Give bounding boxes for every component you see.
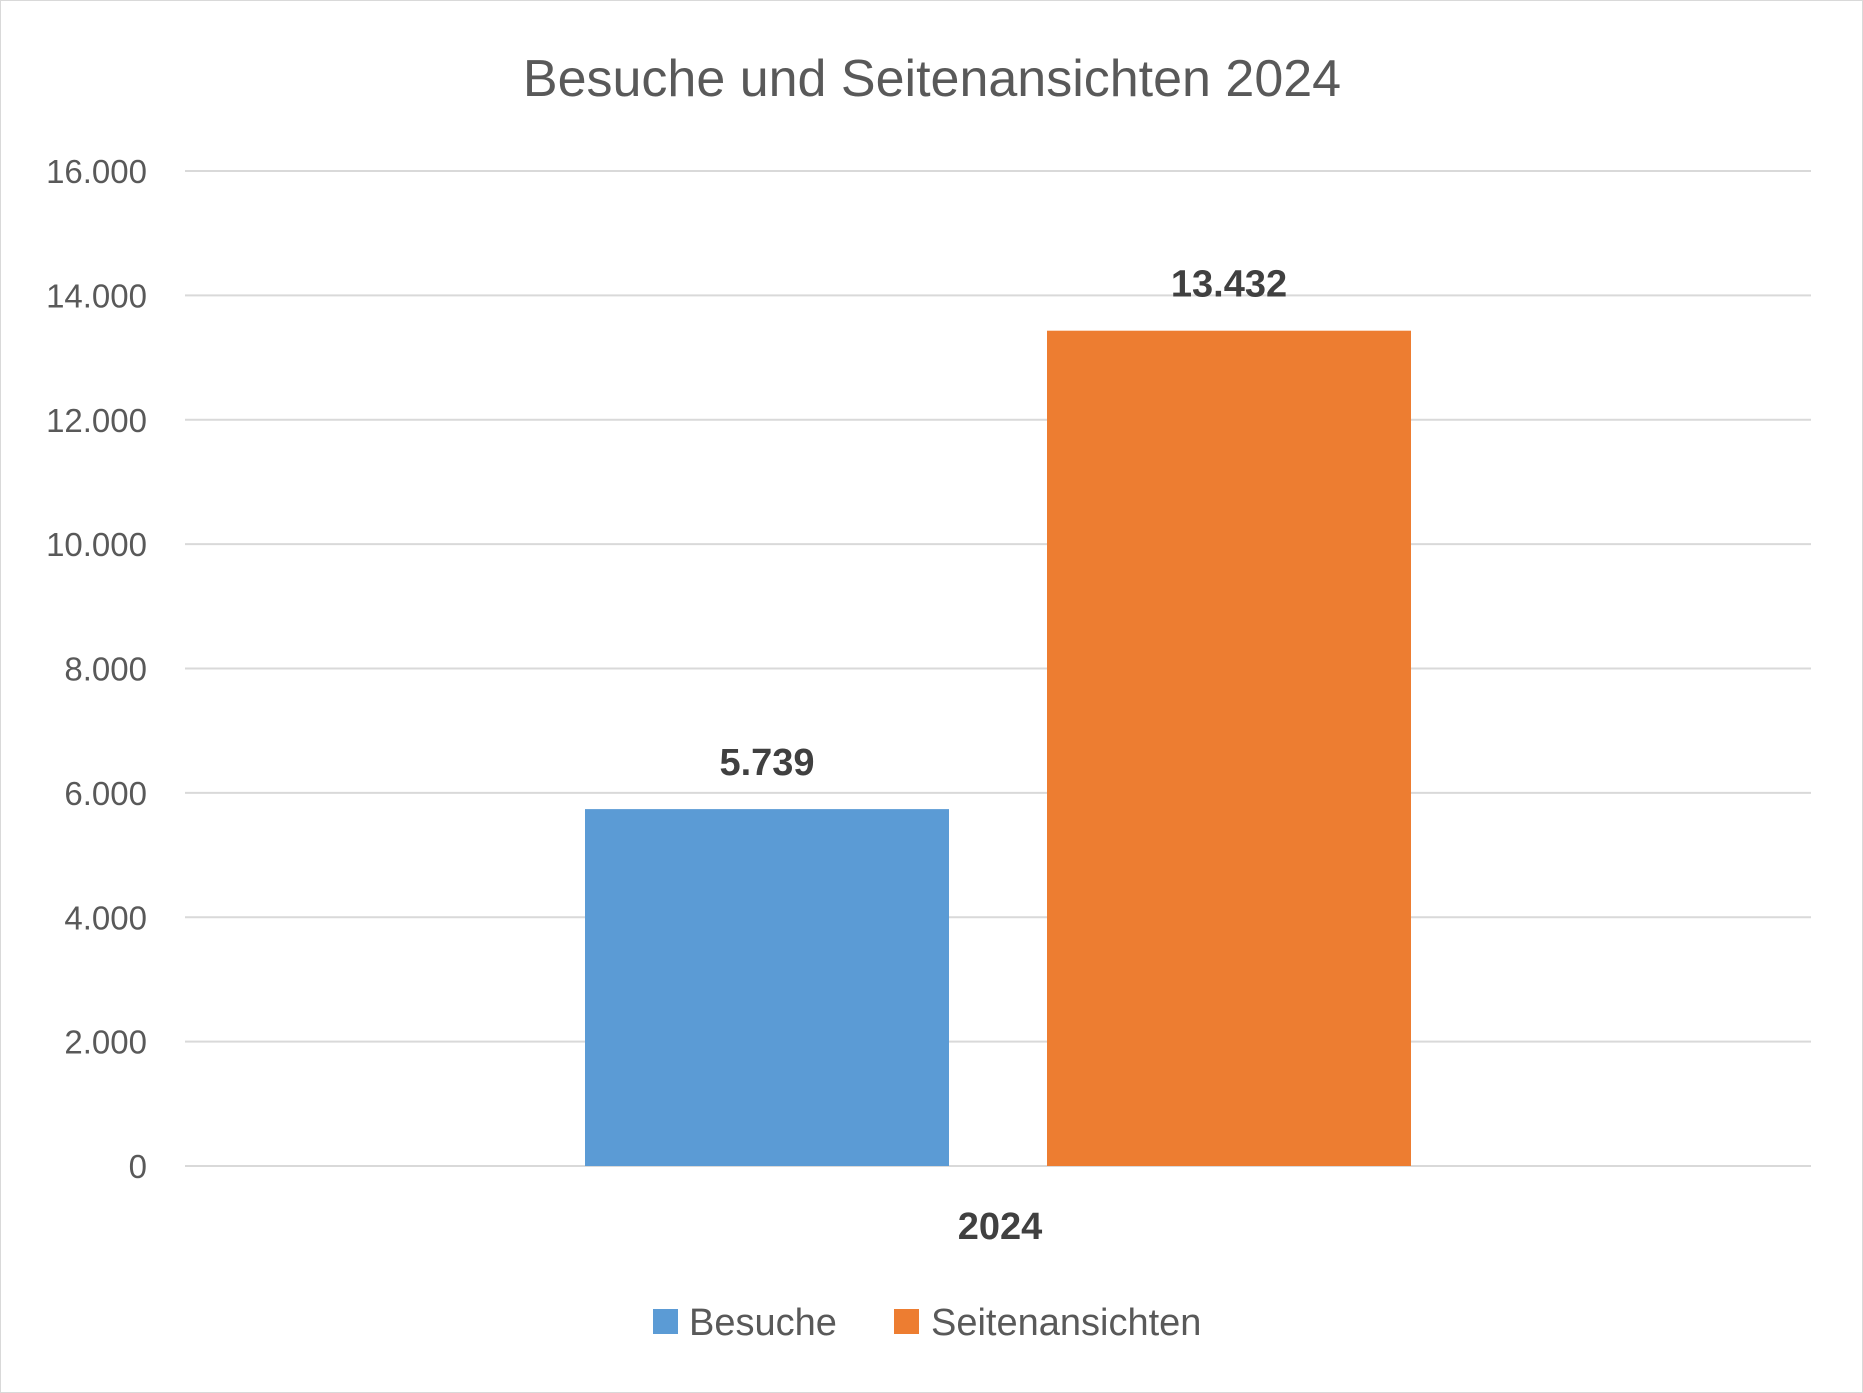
legend-label: Besuche — [689, 1302, 837, 1344]
data-labels: 5.739 13.432 — [719, 264, 1287, 784]
y-tick-label: 12.000 — [46, 402, 147, 439]
y-tick-label: 4.000 — [64, 899, 147, 936]
x-axis-category-labels: 2024 — [958, 1206, 1043, 1248]
y-tick-label: 0 — [129, 1148, 147, 1185]
y-tick-label: 16.000 — [46, 153, 147, 190]
legend-label: Seitenansichten — [931, 1302, 1201, 1344]
legend-item-besuche[interactable]: Besuche — [653, 1302, 837, 1344]
data-label-seitenansichten: 13.432 — [1171, 264, 1287, 306]
chart-title: Besuche und Seitenansichten 2024 — [523, 50, 1341, 108]
y-tick-label: 6.000 — [64, 775, 147, 812]
legend-item-seitenansichten[interactable]: Seitenansichten — [894, 1302, 1201, 1344]
bars — [585, 330, 1411, 1166]
legend-swatch — [894, 1309, 919, 1334]
category-label: 2024 — [958, 1206, 1043, 1248]
y-axis-tick-labels: 0 2.000 4.000 6.000 8.000 10.000 12.000 14.000 1… — [46, 153, 147, 1185]
bar-seitenansichten[interactable] — [1047, 330, 1411, 1166]
y-tick-label: 14.000 — [46, 277, 147, 314]
y-tick-label: 2.000 — [64, 1024, 147, 1061]
legend[interactable]: Besuche Seitenansichten — [653, 1302, 1201, 1344]
gridlines — [185, 170, 1811, 1167]
bar-besuche[interactable] — [585, 809, 949, 1166]
y-tick-label: 10.000 — [46, 526, 147, 563]
data-label-besuche: 5.739 — [719, 742, 814, 784]
y-tick-label: 8.000 — [64, 651, 147, 688]
legend-swatch — [653, 1309, 678, 1334]
